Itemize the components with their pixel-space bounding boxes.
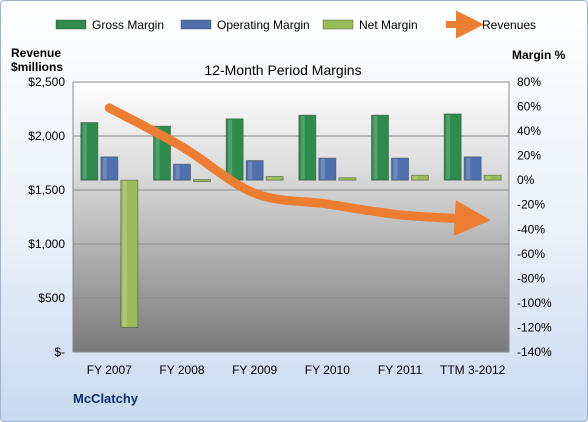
gross-margin-bar — [80, 122, 99, 181]
left-tick-label: $- — [54, 345, 65, 359]
net-margin-bar — [411, 174, 429, 181]
right-tick-label: -140% — [517, 345, 552, 359]
bar-highlight — [82, 123, 87, 180]
bar-highlight — [373, 116, 378, 180]
bar-highlight — [446, 114, 451, 180]
category-label: FY 2011 — [378, 363, 423, 377]
legend-swatch — [180, 19, 212, 30]
bar-highlight — [320, 159, 325, 180]
right-tick-label: -120% — [517, 320, 552, 334]
category-label: FY 2010 — [305, 363, 350, 377]
category-label: FY 2008 — [159, 363, 204, 377]
left-axis-title-line2: $millions — [11, 60, 63, 74]
net-margin-bar — [338, 177, 357, 181]
operating-margin-bar — [391, 157, 409, 181]
bar-highlight — [175, 165, 180, 180]
left-axis-title-line1: Revenue — [11, 46, 61, 60]
gross-margin-bar — [371, 114, 389, 181]
legend: Gross Margin Operating Margin Net Margin Re… — [55, 10, 536, 39]
bar-series — [80, 113, 502, 328]
left-tick-label: $1,500 — [28, 183, 65, 197]
right-tick-label: -60% — [517, 247, 545, 261]
right-tick-label: -20% — [517, 198, 545, 212]
operating-margin-bar — [173, 163, 191, 181]
left-tick-label: $1,000 — [28, 237, 65, 251]
left-tick-label: $500 — [38, 291, 65, 305]
gross-margin-bar — [298, 114, 317, 181]
legend-swatch — [322, 19, 354, 30]
right-tick-label: 60% — [517, 100, 541, 114]
category-label: FY 2009 — [232, 363, 277, 377]
left-tick-label: $2,000 — [28, 129, 65, 143]
bar-highlight — [155, 127, 160, 180]
category-label: FY 2007 — [87, 363, 132, 377]
right-tick-label: 20% — [517, 149, 541, 163]
bar-highlight — [300, 116, 305, 180]
legend-label: Operating Margin — [217, 18, 310, 32]
bar-highlight — [268, 177, 273, 180]
bar-highlight — [393, 159, 398, 180]
right-tick-label: -40% — [517, 222, 545, 236]
left-tick-label: $2,500 — [28, 75, 65, 89]
right-tick-label: 0% — [517, 173, 535, 187]
net-margin-bar — [120, 179, 139, 328]
legend-label: Gross Margin — [92, 18, 164, 32]
bar-highlight — [102, 157, 107, 180]
right-tick-label: 80% — [517, 75, 541, 89]
category-axis-ticks: FY 2007 FY 2008 FY 2009 FY 2010 FY 2011 TTM 3… — [87, 363, 506, 377]
legend-label: Revenues — [482, 18, 536, 32]
bar-highlight — [228, 119, 233, 180]
bar-highlight — [466, 157, 471, 180]
net-margin-bar — [193, 179, 211, 183]
bar-highlight — [413, 176, 418, 180]
revenue-line — [104, 103, 491, 237]
right-tick-label: -80% — [517, 271, 545, 285]
net-margin-bar — [265, 176, 284, 181]
bar-highlight — [248, 161, 253, 180]
right-axis-ticks: 80% 60% 40% 20% 0% -20% -40% -60% -80% -100% -120%… — [517, 75, 552, 359]
category-label: TTM 3-2012 — [440, 363, 506, 377]
left-axis-ticks: $- $500 $1,000 $1,500 $2,000 $2,500 — [28, 75, 65, 359]
right-tick-label: 40% — [517, 124, 541, 138]
operating-margin-bar — [100, 156, 119, 181]
right-tick-label: -100% — [517, 296, 552, 310]
legend-label: Net Margin — [359, 18, 418, 32]
company-name: McClatchy — [73, 391, 139, 406]
revenues-line — [104, 103, 491, 237]
chart-title: 12-Month Period Margins — [204, 62, 361, 78]
bar-highlight — [122, 181, 127, 327]
right-axis-title: Margin % — [512, 48, 566, 62]
operating-margin-bar — [463, 156, 482, 181]
operating-margin-bar — [245, 160, 264, 181]
gross-margin-bar — [443, 113, 462, 181]
bar-highlight — [486, 176, 491, 180]
operating-margin-bar — [318, 157, 337, 181]
legend-swatch — [55, 19, 87, 30]
gridlines — [72, 81, 510, 353]
plot-border — [72, 81, 510, 353]
net-margin-bar — [483, 174, 502, 181]
